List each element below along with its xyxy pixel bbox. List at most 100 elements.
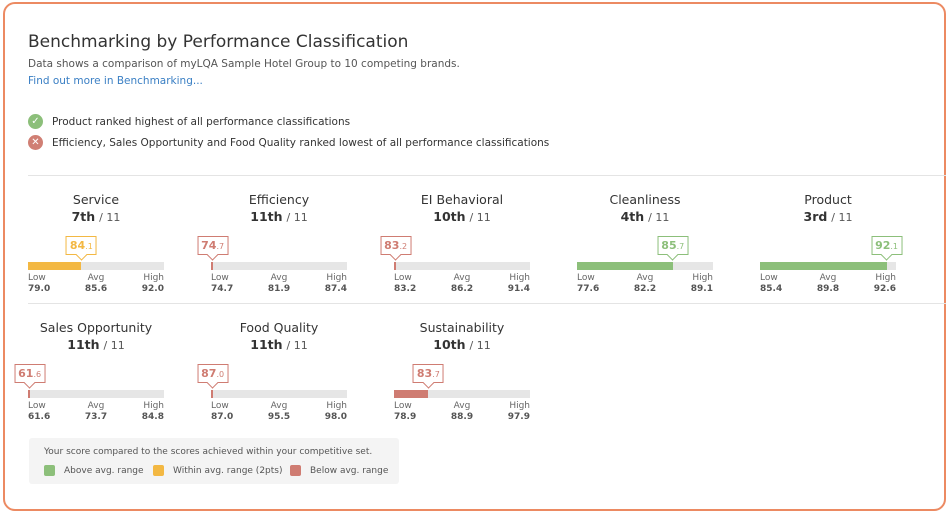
- high-value: 87.4: [324, 284, 347, 294]
- metric-name: Service: [72, 192, 120, 207]
- score-fill: [211, 262, 213, 270]
- score-decimal: .1: [85, 242, 93, 251]
- score-int: 74: [201, 239, 217, 252]
- high-label: High: [326, 273, 347, 283]
- rank-value: 11th: [250, 337, 283, 352]
- high-value: 92.0: [141, 284, 164, 294]
- avg-label: Avg: [636, 273, 654, 283]
- metric-rank: 10th / 11: [374, 337, 550, 352]
- low-value: 61.6: [28, 412, 51, 422]
- low-value: 74.7: [211, 284, 234, 294]
- score-decimal: .1: [890, 242, 899, 251]
- score-bar: [760, 262, 896, 270]
- note-lowest: ✕ Efficiency, Sales Opportunity and Food…: [28, 135, 549, 150]
- benchmark-panel: [3, 2, 946, 511]
- score-int: 87: [201, 367, 217, 380]
- metric-name: Product: [804, 192, 852, 207]
- metric-rank: 4th / 11: [557, 209, 733, 224]
- metric-name: Sales Opportunity: [39, 320, 153, 335]
- score-bubble: 92.1: [871, 236, 903, 255]
- avg-label: Avg: [819, 273, 837, 283]
- rank-value: 7th: [71, 209, 96, 224]
- legend-item-below: Below avg. range: [290, 465, 388, 476]
- avg-label: Avg: [270, 273, 288, 283]
- swatch-above: [44, 465, 55, 476]
- score-bubble: 83.2: [380, 236, 412, 255]
- avg-value: 88.9: [450, 412, 474, 422]
- avg-value: 89.8: [816, 284, 840, 294]
- low-label: Low: [211, 401, 229, 411]
- high-label: High: [143, 273, 164, 283]
- low-label: Low: [394, 401, 412, 411]
- rank-total: / 11: [831, 211, 853, 224]
- rank-value: 10th: [433, 209, 466, 224]
- subtitle: Data shows a comparison of myLQA Sample …: [28, 58, 460, 70]
- score-bar: [577, 262, 713, 270]
- score-int: 83: [416, 367, 433, 380]
- metric-rank: 11th / 11: [191, 209, 367, 224]
- score-bubble: 87.0: [197, 364, 229, 383]
- rank-total: / 11: [99, 211, 121, 224]
- score-bar: [394, 390, 530, 398]
- metric-efficiency: Efficiency 11th / 11 74.7 Low Avg High 7…: [197, 192, 347, 302]
- score-fill: [394, 390, 429, 398]
- legend-label: Above avg. range: [64, 465, 144, 476]
- low-value: 79.0: [28, 284, 51, 294]
- metric-cleanliness: Cleanliness 4th / 11 85.7 Low Avg High 7…: [577, 192, 713, 302]
- x-icon: ✕: [28, 135, 43, 150]
- metric-rank: 11th / 11: [8, 337, 184, 352]
- score-bar: [28, 262, 164, 270]
- rank-value: 11th: [67, 337, 100, 352]
- avg-label: Avg: [270, 401, 288, 411]
- high-label: High: [326, 401, 347, 411]
- metric-name: Food Quality: [239, 320, 319, 335]
- metric-name: Cleanliness: [609, 192, 681, 207]
- rank-total: / 11: [469, 339, 491, 352]
- benchmarking-link[interactable]: Find out more in Benchmarking...: [28, 75, 203, 87]
- score-fill: [28, 262, 82, 270]
- high-value: 89.1: [690, 284, 713, 294]
- metric-ei-behavioral: EI Behavioral 10th / 11 83.2 Low Avg Hig…: [380, 192, 530, 302]
- legend-label: Below avg. range: [310, 465, 389, 476]
- score-int: 84: [69, 239, 86, 252]
- score-int: 85: [661, 239, 677, 252]
- low-value: 85.4: [760, 284, 783, 294]
- avg-label: Avg: [87, 273, 105, 283]
- metric-product: Product 3rd / 11 92.1 Low Avg High 85.4 …: [760, 192, 903, 302]
- high-label: High: [509, 273, 530, 283]
- low-value: 83.2: [394, 284, 417, 294]
- score-int: 61: [18, 367, 34, 380]
- avg-value: 81.9: [267, 284, 291, 294]
- avg-value: 73.7: [84, 412, 108, 422]
- score-fill: [577, 262, 673, 270]
- avg-value: 86.2: [450, 284, 474, 294]
- rank-total: / 11: [648, 211, 670, 224]
- low-value: 77.6: [577, 284, 600, 294]
- rank-value: 3rd: [803, 209, 828, 224]
- score-bubble: 84.1: [65, 236, 97, 255]
- score-bubble: 83.7: [412, 364, 444, 383]
- avg-value: 85.6: [84, 284, 108, 294]
- rank-value: 4th: [620, 209, 645, 224]
- swatch-within: [153, 465, 164, 476]
- note-text: Efficiency, Sales Opportunity and Food Q…: [52, 136, 550, 149]
- score-fill: [211, 390, 213, 398]
- score-bar: [394, 262, 530, 270]
- score-bar: [211, 262, 347, 270]
- low-label: Low: [577, 273, 595, 283]
- score-int: 83: [384, 239, 400, 252]
- score-fill: [28, 390, 30, 398]
- metric-sustainability: Sustainability 10th / 11 83.7 Low Avg Hi…: [394, 320, 530, 430]
- divider: [28, 303, 946, 304]
- avg-value: 95.5: [267, 412, 291, 422]
- divider: [28, 175, 946, 176]
- low-label: Low: [28, 401, 46, 411]
- high-value: 84.8: [141, 412, 164, 422]
- metric-rank: 7th / 11: [8, 209, 184, 224]
- check-icon: ✓: [28, 114, 43, 129]
- high-label: High: [143, 401, 164, 411]
- metric-rank: 10th / 11: [374, 209, 550, 224]
- high-value: 98.0: [324, 412, 347, 422]
- metric-food-quality: Food Quality 11th / 11 87.0 Low Avg High…: [197, 320, 347, 430]
- rank-value: 11th: [250, 209, 283, 224]
